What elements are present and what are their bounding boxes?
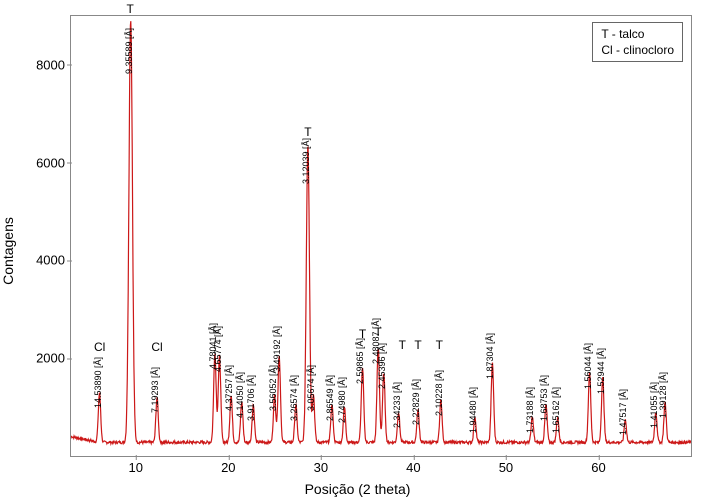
peak-dspacing-label: 2.86549 [Å] bbox=[326, 374, 335, 420]
peak-dspacing-label: 1.47517 [Å] bbox=[619, 389, 628, 435]
x-tick: 60 bbox=[591, 456, 605, 475]
phase-label: Cl bbox=[151, 340, 162, 354]
y-tick: 4000 bbox=[36, 253, 71, 268]
phase-label: T bbox=[436, 338, 443, 352]
x-tick: 40 bbox=[406, 456, 420, 475]
phase-label: T bbox=[399, 338, 406, 352]
y-tick: 8000 bbox=[36, 57, 71, 72]
y-tick: 2000 bbox=[36, 351, 71, 366]
peak-dspacing-label: 1.68753 [Å] bbox=[540, 374, 549, 420]
legend-entry: Cl - clinocloro bbox=[601, 42, 674, 58]
peak-dspacing-label: 3.05674 [Å] bbox=[307, 365, 316, 411]
plot-area: T - talco Cl - clinocloro 20004000600080… bbox=[70, 15, 692, 457]
xrd-chart: Contagens Posição (2 theta) T - talco Cl… bbox=[0, 0, 715, 501]
peak-dspacing-label: 4.37257 [Å] bbox=[225, 365, 234, 411]
peak-dspacing-label: 2.10228 [Å] bbox=[435, 370, 444, 416]
peak-dspacing-label: 4.14050 [Å] bbox=[236, 372, 245, 418]
y-tick: 6000 bbox=[36, 155, 71, 170]
peak-dspacing-label: 1.65162 [Å] bbox=[552, 387, 561, 433]
legend-box: T - talco Cl - clinocloro bbox=[592, 22, 683, 62]
peak-dspacing-label: 3.26574 [Å] bbox=[290, 374, 299, 420]
phase-label: T bbox=[359, 327, 366, 341]
phase-label: T bbox=[375, 325, 382, 339]
peak-dspacing-label: 1.52944 [Å] bbox=[597, 348, 606, 394]
phase-label: T bbox=[304, 125, 311, 139]
x-tick: 30 bbox=[314, 456, 328, 475]
peak-dspacing-label: 3.49192 [Å] bbox=[273, 326, 282, 372]
phase-label: T bbox=[414, 338, 421, 352]
peak-dspacing-label: 1.94480 [Å] bbox=[469, 387, 478, 433]
peak-dspacing-label: 2.34233 [Å] bbox=[393, 382, 402, 428]
peak-dspacing-label: 4.65774 [Å] bbox=[214, 326, 223, 372]
x-tick: 50 bbox=[499, 456, 513, 475]
peak-dspacing-label: 1.39128 [Å] bbox=[659, 372, 668, 418]
peak-dspacing-label: 3.12039 [Å] bbox=[302, 138, 311, 184]
peak-dspacing-label: 1.56044 [Å] bbox=[584, 343, 593, 389]
x-tick: 20 bbox=[221, 456, 235, 475]
peak-dspacing-label: 1.87304 [Å] bbox=[486, 333, 495, 379]
peak-dspacing-label: 2.74980 [Å] bbox=[338, 377, 347, 423]
peak-dspacing-label: 2.59865 [Å] bbox=[356, 338, 365, 384]
x-axis-label: Posição (2 theta) bbox=[305, 481, 411, 497]
peak-dspacing-label: 7.19293 [Å] bbox=[151, 367, 160, 413]
peak-dspacing-label: 2.45396 [Å] bbox=[378, 343, 387, 389]
phase-label: Cl bbox=[94, 340, 105, 354]
phase-label: T bbox=[127, 2, 134, 16]
peak-dspacing-label: 14.53890 [Å] bbox=[94, 357, 103, 408]
peak-dspacing-label: 9.35589 [Å] bbox=[125, 28, 134, 74]
legend-entry: T - talco bbox=[601, 26, 674, 42]
peak-dspacing-label: 1.73188 [Å] bbox=[526, 387, 535, 433]
x-tick: 10 bbox=[129, 456, 143, 475]
y-axis-label: Contagens bbox=[0, 217, 16, 285]
peak-dspacing-label: 2.22829 [Å] bbox=[412, 379, 421, 425]
peak-dspacing-label: 3.91706 [Å] bbox=[247, 374, 256, 420]
